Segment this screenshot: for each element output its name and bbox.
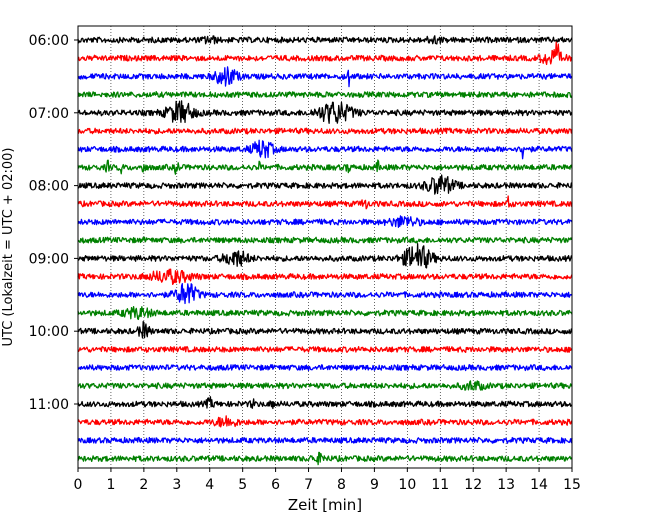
x-tick-label: 11 xyxy=(431,477,449,493)
x-tick-label: 4 xyxy=(205,477,214,493)
trace-1100 xyxy=(77,396,573,410)
x-tick-label: 10 xyxy=(398,477,416,493)
x-axis-title: Zeit [min] xyxy=(288,496,362,514)
plot-frame xyxy=(77,25,573,469)
x-axis-ticks: 0 1 2 3 4 5 6 7 8 9 10 11 12 13 14 15 xyxy=(74,468,581,493)
x-tick-label: 3 xyxy=(172,477,181,493)
trace-0630 xyxy=(77,66,573,88)
y-tick-label: 11:00 xyxy=(29,397,69,413)
y-axis-ticks: 06:00 07:00 08:00 09:00 10:00 11:00 xyxy=(29,33,78,413)
trace-0745 xyxy=(77,159,573,175)
trace-0715 xyxy=(77,127,573,135)
trace-1130 xyxy=(77,436,573,444)
y-tick-label: 06:00 xyxy=(29,33,69,49)
trace-0900 xyxy=(77,243,573,269)
x-tick-label: 14 xyxy=(530,477,548,493)
trace-0945 xyxy=(77,305,573,321)
x-tick-label: 8 xyxy=(337,477,346,493)
y-axis-title: UTC (Lokalzeit = UTC + 02:00) xyxy=(1,148,16,347)
x-tick-label: 6 xyxy=(271,477,280,493)
trace-0815 xyxy=(77,195,573,210)
y-tick-label: 09:00 xyxy=(29,251,69,267)
y-tick-label: 08:00 xyxy=(29,179,69,195)
trace-0700 xyxy=(77,100,573,124)
y-tick-label: 10:00 xyxy=(29,324,69,340)
trace-0730 xyxy=(77,139,573,160)
trace-0600 xyxy=(77,35,573,45)
trace-0615 xyxy=(77,41,573,66)
trace-0930 xyxy=(77,283,573,305)
x-tick-label: 1 xyxy=(106,477,115,493)
trace-0915 xyxy=(77,268,573,285)
trace-0830 xyxy=(77,215,573,229)
trace-0645 xyxy=(77,91,573,99)
x-tick-label: 2 xyxy=(139,477,148,493)
x-tick-label: 12 xyxy=(464,477,482,493)
x-tick-label: 7 xyxy=(304,477,313,493)
x-tick-label: 0 xyxy=(74,477,83,493)
y-tick-label: 07:00 xyxy=(29,106,69,122)
seismic-traces xyxy=(77,35,573,466)
trace-1000 xyxy=(77,320,573,339)
trace-1045 xyxy=(77,380,573,391)
x-tick-label: 13 xyxy=(497,477,515,493)
trace-1015 xyxy=(77,345,573,354)
trace-0845 xyxy=(77,236,573,244)
x-tick-label: 5 xyxy=(238,477,247,493)
x-tick-label: 15 xyxy=(563,477,581,493)
trace-1115 xyxy=(77,415,573,428)
trace-1030 xyxy=(77,364,573,372)
x-tick-label: 9 xyxy=(370,477,379,493)
trace-0800 xyxy=(77,174,573,195)
trace-1145 xyxy=(77,451,573,466)
